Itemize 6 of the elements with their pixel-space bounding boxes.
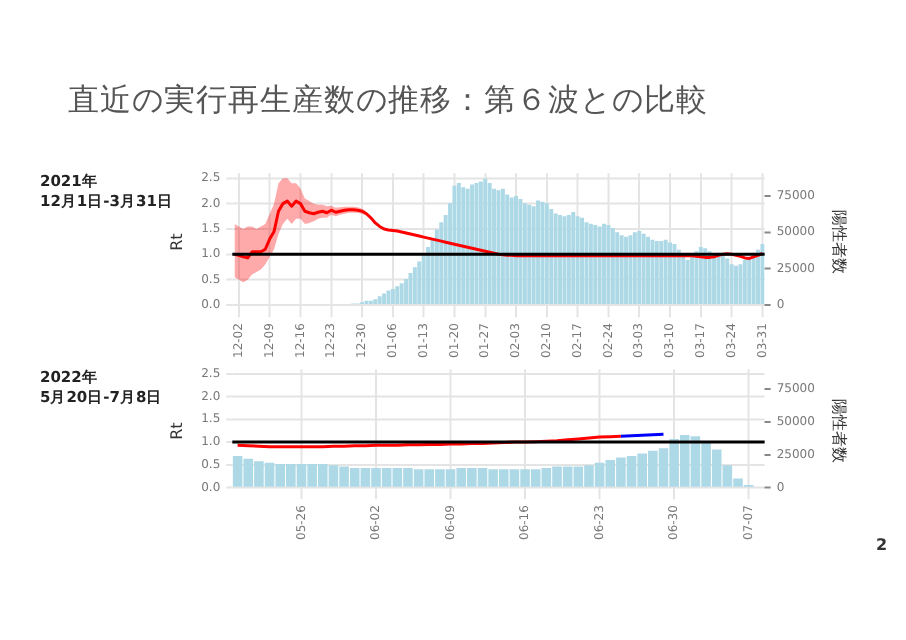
text: 2	[876, 536, 888, 554]
y2-axis-title: 陽性者数	[830, 210, 849, 275]
y-axis-title: Rt	[167, 422, 186, 440]
chart-title: 直近の実行再生産数の推移：第６波との比較	[68, 80, 708, 122]
y2-axis-title: 陽性者数	[830, 399, 849, 464]
y-axis-title: Rt	[167, 233, 186, 251]
